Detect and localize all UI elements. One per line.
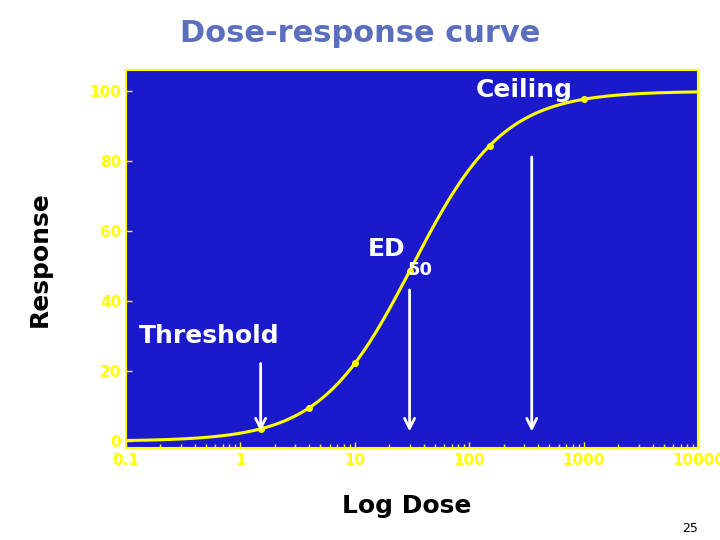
Text: Dose-response curve: Dose-response curve bbox=[180, 19, 540, 48]
Text: 25: 25 bbox=[683, 522, 698, 535]
Text: Response: Response bbox=[27, 191, 52, 327]
Text: ED: ED bbox=[368, 237, 405, 261]
Text: 50: 50 bbox=[408, 261, 433, 279]
Text: Ceiling: Ceiling bbox=[476, 78, 572, 102]
Text: Threshold: Threshold bbox=[139, 324, 279, 348]
Text: Log Dose: Log Dose bbox=[342, 495, 472, 518]
